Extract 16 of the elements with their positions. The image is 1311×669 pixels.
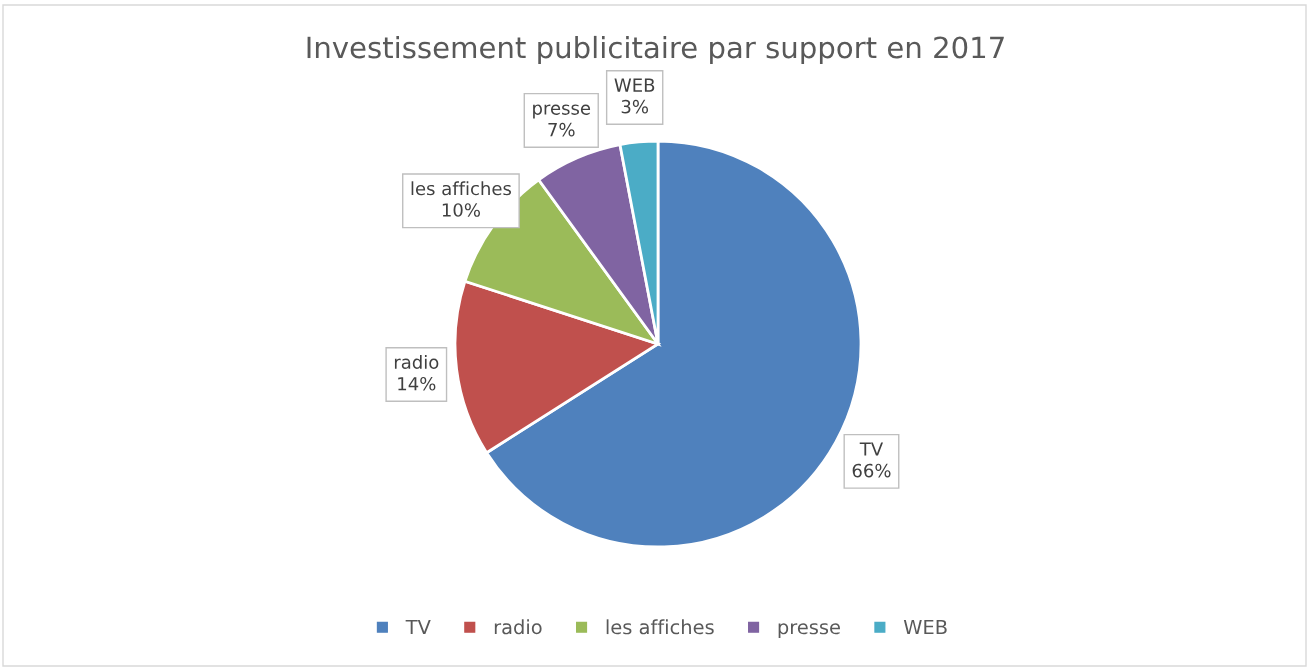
legend-label: WEB xyxy=(903,619,947,635)
slice-label: WEB xyxy=(614,78,655,92)
data-label: 10% xyxy=(442,203,480,217)
chart-title: Investissement publicitaire par support en 2017 xyxy=(307,35,1004,65)
slice-label: TV xyxy=(859,442,884,456)
legend-label: TV xyxy=(405,619,431,635)
data-label: 7% xyxy=(548,122,575,137)
data-label: 66% xyxy=(852,463,891,478)
slice-label: radio xyxy=(394,355,439,369)
data-label: 14% xyxy=(398,376,436,391)
data-label: 3% xyxy=(621,99,649,114)
legend-label: presse xyxy=(778,623,840,639)
legend-label: radio xyxy=(494,619,542,635)
legend-label: les affiches xyxy=(606,619,714,635)
slice-label: presse xyxy=(533,104,591,119)
slice-label: les affiches xyxy=(411,181,512,196)
